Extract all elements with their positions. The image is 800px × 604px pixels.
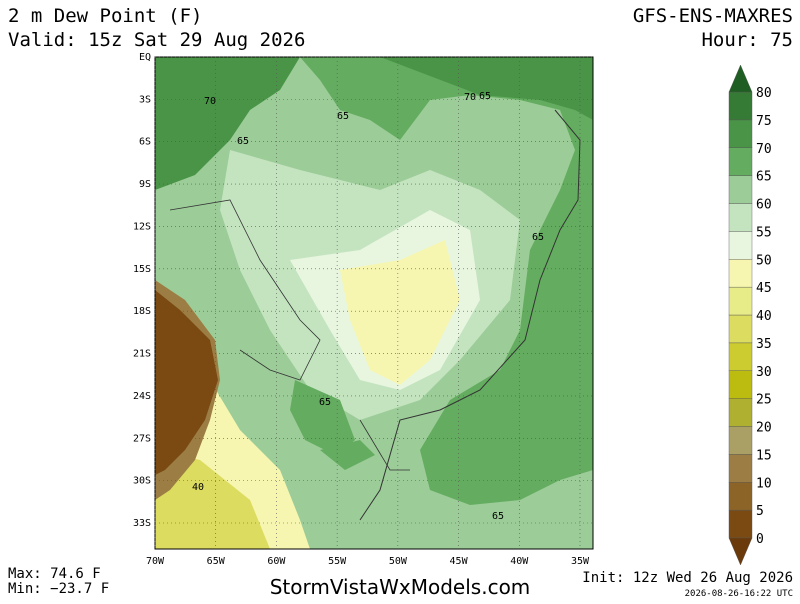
lat-label: 6S <box>139 137 151 148</box>
lat-label: 12S <box>133 221 151 232</box>
colorbar-label: 45 <box>756 281 772 296</box>
map-frame <box>154 56 594 550</box>
lat-label: 27S <box>133 433 151 444</box>
colorbar-band <box>728 286 753 316</box>
lon-label: 40W <box>510 556 529 567</box>
colorbar-band <box>728 203 753 232</box>
lat-label: 30S <box>133 476 151 487</box>
colorbar-label: 0 <box>756 532 764 547</box>
colorbar-label: 40 <box>756 309 772 324</box>
drier-southwest <box>155 450 270 549</box>
lon-label: 70W <box>146 556 165 567</box>
lon-label: 45W <box>450 556 469 567</box>
colorbar-band <box>728 314 753 344</box>
dry-interior <box>340 240 460 385</box>
lat-label: 3S <box>139 94 151 105</box>
colorbar-label: 60 <box>756 198 772 213</box>
colorbar-label: 35 <box>756 337 772 352</box>
contour-label: 70 <box>464 92 476 103</box>
colorbar-label: 50 <box>756 253 772 268</box>
colorbar-label: 30 <box>756 365 772 380</box>
contour-label: 65 <box>337 111 349 122</box>
colorbar-label: 75 <box>756 114 772 129</box>
lat-label: 9S <box>139 179 151 190</box>
model: GFS-ENS-MAXRES <box>633 5 793 27</box>
lat-label: 21S <box>133 349 151 360</box>
contour-label: 65 <box>319 397 331 408</box>
colorbar-band <box>728 370 753 399</box>
title: 2 m Dew Point (F) <box>8 5 202 27</box>
humid-coast <box>300 57 593 505</box>
colorbar-label: 10 <box>756 476 772 491</box>
contour-label: 65 <box>532 232 544 243</box>
colorbar-band <box>728 482 753 511</box>
colorbar-band <box>728 398 753 427</box>
contour-label: 65 <box>479 91 491 102</box>
colorbar-label: 20 <box>756 421 772 436</box>
colorbar-band <box>728 119 753 148</box>
lat-label: 33S <box>133 518 151 529</box>
max-value: Max: 74.6 F <box>8 566 101 582</box>
forecast-hour: Hour: 75 <box>701 29 793 51</box>
map <box>154 56 594 550</box>
colorbar-band <box>728 509 753 539</box>
colorbar-band <box>728 454 753 483</box>
humid-pantanal <box>290 380 355 455</box>
lat-label: EQ <box>139 52 151 63</box>
lat-label: 15S <box>133 264 151 275</box>
colorbar-label: 55 <box>756 225 772 240</box>
valid-time: Valid: 15z Sat 29 Aug 2026 <box>8 29 305 51</box>
lon-label: 60W <box>267 556 286 567</box>
colorbar-band <box>728 342 753 371</box>
colorbar-label: 70 <box>756 142 772 157</box>
lon-label: 50W <box>389 556 408 567</box>
colorbar-label: 15 <box>756 448 772 463</box>
humid-north <box>380 57 593 120</box>
coastline <box>359 109 581 521</box>
colorbar-under <box>728 537 753 566</box>
init-time: Init: 12z Wed 26 Aug 2026 <box>582 570 793 586</box>
website: StormVistaWxModels.com <box>270 575 531 599</box>
contour-label: 65 <box>492 511 504 522</box>
min-value: Min: −23.7 F <box>8 581 109 597</box>
andes <box>155 290 218 475</box>
lat-label: 18S <box>133 306 151 317</box>
lat-label: 24S <box>133 391 151 402</box>
timestamp: 2026-08-26-16:22 UTC <box>685 589 793 599</box>
colorbar-label: 25 <box>756 393 772 408</box>
colorbar-band <box>728 175 753 204</box>
contour-label: 70 <box>204 96 216 107</box>
colorbar-band <box>728 426 753 455</box>
colorbar-label: 5 <box>756 504 764 519</box>
colorbar-over <box>728 64 753 93</box>
contour-label: 65 <box>237 136 249 147</box>
colorbar-label: 80 <box>756 86 772 101</box>
colorbar-band <box>728 91 753 121</box>
contour-label: 40 <box>192 482 204 493</box>
lon-label: 65W <box>207 556 226 567</box>
colorbar-band <box>728 147 753 176</box>
lon-label: 35W <box>571 556 590 567</box>
lon-label: 55W <box>328 556 347 567</box>
colorbar-label: 65 <box>756 170 772 185</box>
borders <box>169 199 410 471</box>
colorbar-band <box>728 259 753 288</box>
colorbar-band <box>728 231 753 260</box>
humid-plate <box>320 440 375 470</box>
humid-northwest <box>155 57 300 190</box>
